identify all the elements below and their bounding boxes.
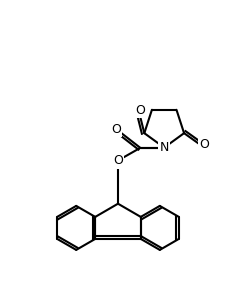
- Text: O: O: [199, 138, 210, 151]
- Text: O: O: [111, 123, 121, 136]
- Text: O: O: [113, 154, 123, 167]
- Text: N: N: [160, 141, 169, 154]
- Text: O: O: [135, 104, 145, 117]
- Text: N: N: [160, 141, 169, 154]
